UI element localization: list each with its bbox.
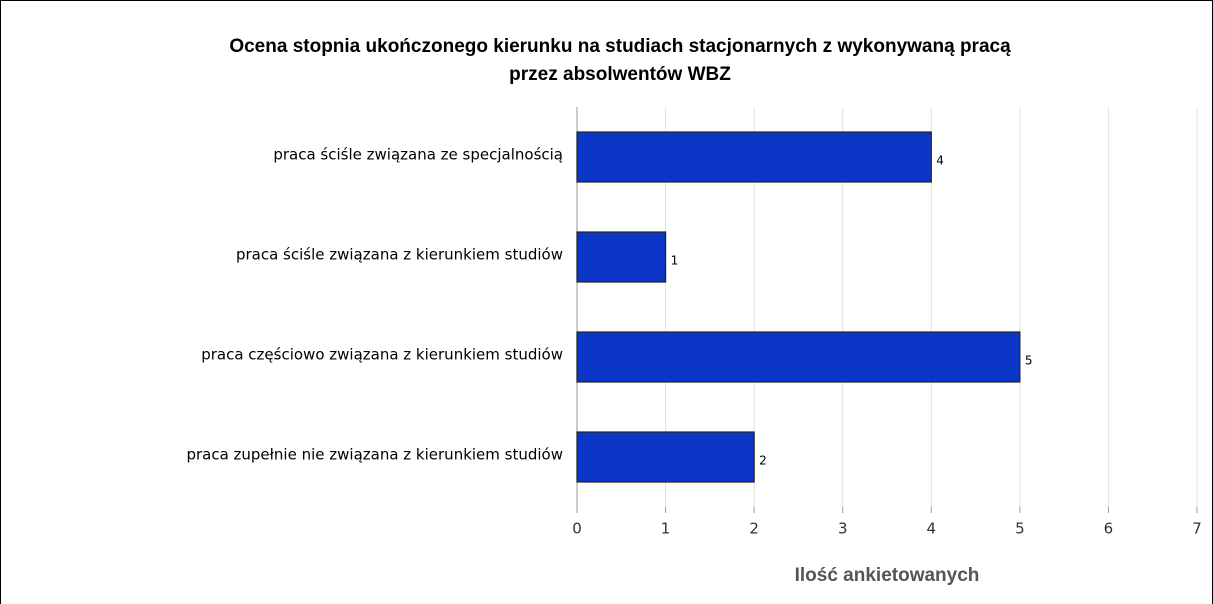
x-tick-label: 6 (1104, 520, 1114, 538)
y-tick-label: praca częściowo związana z kierunkiem st… (201, 346, 563, 364)
y-tick-label: praca ściśle związana ze specjalnością (273, 146, 563, 164)
y-tick-label: praca ściśle związana z kierunkiem studi… (236, 246, 563, 264)
x-tick-label: 0 (572, 520, 582, 538)
chart-title: przez absolwentów WBZ (509, 64, 731, 85)
x-tick-label: 5 (1015, 520, 1025, 538)
bar (576, 331, 1021, 383)
bar (576, 131, 932, 183)
x-tick-label: 7 (1192, 520, 1202, 538)
bar (576, 431, 755, 483)
bar (576, 231, 667, 283)
value-label: 4 (936, 154, 944, 168)
x-tick-label: 4 (927, 520, 937, 538)
value-label: 5 (1025, 354, 1033, 368)
value-label: 2 (759, 454, 767, 468)
value-label: 1 (671, 254, 679, 268)
y-tick-label: praca zupełnie nie związana z kierunkiem… (186, 446, 563, 464)
chart-title: Ocena stopnia ukończonego kierunku na st… (229, 36, 1011, 57)
x-tick-label: 1 (661, 520, 671, 538)
x-tick-label: 3 (838, 520, 848, 538)
x-axis-label: Ilość ankietowanych (795, 565, 980, 586)
x-tick-label: 2 (749, 520, 759, 538)
